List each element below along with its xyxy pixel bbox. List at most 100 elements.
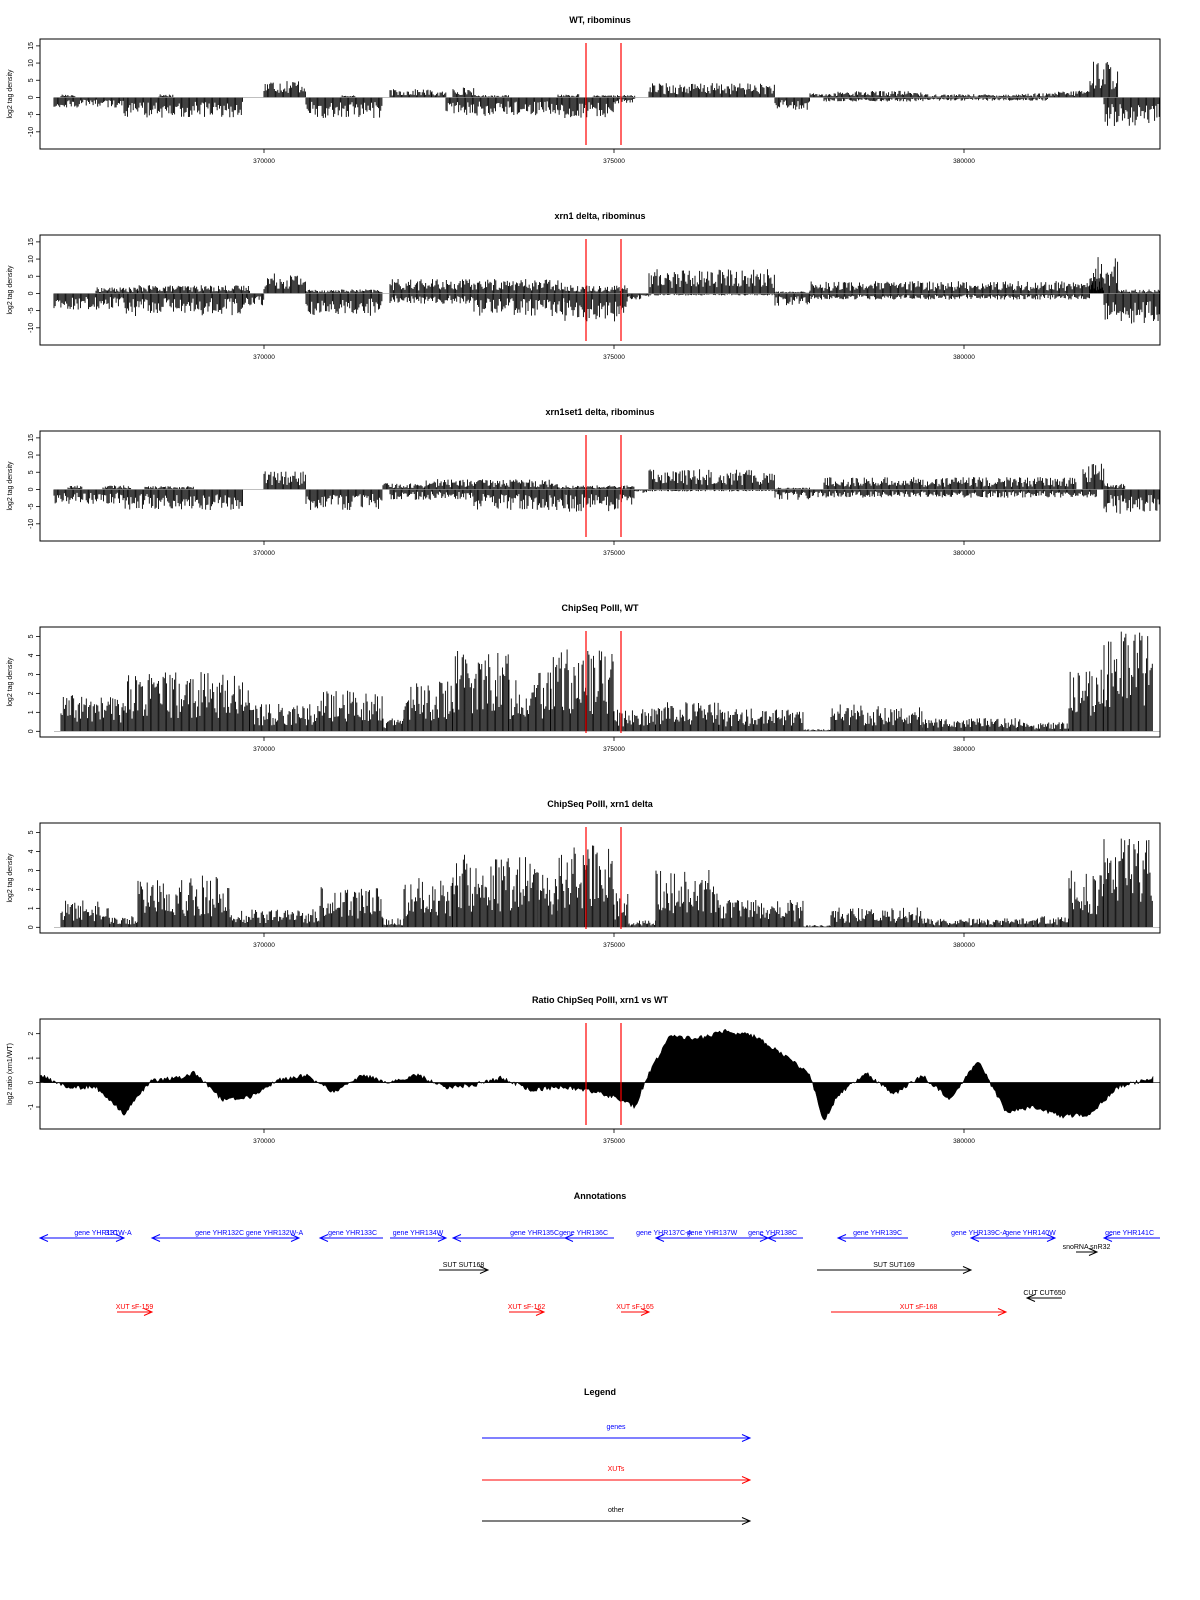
data-bar-segment	[452, 651, 509, 732]
data-bar-segment	[123, 489, 243, 510]
y-axis: -10 -5 0 5 10 15 log2 tag density	[7, 434, 40, 529]
annotation-label: gene YHR132C	[195, 1230, 244, 1237]
data-bar-segment	[452, 87, 475, 98]
data-bar-segment	[823, 477, 1077, 490]
data-bar-segment	[158, 94, 174, 98]
panel-title: xrn1set1 delta, ribominus	[545, 407, 654, 417]
data-bar-segment	[473, 94, 509, 98]
legend-label: XUTs	[608, 1466, 625, 1473]
data-bar-segment	[53, 97, 124, 108]
annotation-gene: gene YHR131W-A	[74, 1230, 132, 1242]
arrow-head	[654, 1234, 665, 1242]
data-bar-segment	[305, 97, 383, 119]
y-tick-label: 10	[28, 59, 35, 67]
data-bar-segment	[1103, 631, 1153, 732]
annotation-gene: gene YHR139C	[836, 1230, 908, 1242]
data-bar-segment	[137, 285, 250, 294]
data-bar-segment	[1117, 289, 1160, 294]
data-bar-segment	[1103, 489, 1160, 514]
data-bar-segment	[550, 649, 614, 732]
panel-title: ChipSeq PolII, xrn1 delta	[547, 799, 654, 809]
y-axis: 0 1 2 3 4 5 log2 tag density	[7, 634, 40, 733]
y-tick-label: -10	[28, 519, 35, 529]
arrow-head	[437, 1234, 448, 1242]
y-axis-label: log2 tag density	[7, 853, 14, 903]
x-tick-label: 370000	[253, 550, 275, 557]
y-tick-label: 0	[28, 729, 35, 733]
arrow-head	[741, 1434, 752, 1442]
y-tick-label: 15	[28, 42, 35, 50]
y-tick-label: 1	[28, 906, 35, 910]
plot-frame	[39, 822, 1161, 934]
data-bar-segment	[830, 907, 923, 928]
y-tick-label: -10	[28, 323, 35, 333]
arrow-head	[115, 1234, 126, 1242]
arrow-head	[451, 1234, 462, 1242]
data-bar-segment	[655, 869, 719, 928]
annotation-label: gene YHR137C-A	[636, 1230, 692, 1237]
data-bar-segment	[648, 269, 775, 294]
y-axis: -1 0 1 2 log2 ratio (xrn1/WT)	[7, 1032, 40, 1110]
annotation-label: gene YHR137W	[687, 1230, 738, 1237]
arrow-head	[969, 1234, 980, 1242]
arrow-head	[640, 1308, 651, 1316]
data-bar-segment	[613, 95, 636, 98]
data-bar-segment	[823, 97, 930, 102]
data-bar-segment	[263, 273, 306, 294]
annotation-other: SUT SUT168	[439, 1262, 490, 1274]
legend-label: other	[608, 1507, 625, 1514]
data-bar-segment	[536, 872, 559, 928]
y-axis-label: log2 tag density	[7, 69, 14, 119]
series-plus	[60, 631, 1153, 732]
data-bar-segment	[802, 925, 832, 928]
x-tick-label: 380000	[953, 550, 975, 557]
annotation-label: gene YHR131W-A	[74, 1230, 132, 1237]
annotation-gene: gene YHR136C	[559, 1230, 614, 1242]
plot-area	[53, 257, 1160, 324]
y-axis-label: log2 tag density	[7, 657, 14, 707]
data-bar-segment	[613, 97, 636, 104]
data-bar-segment	[305, 489, 383, 511]
plot-area	[54, 631, 1160, 732]
data-bar-segment	[123, 672, 250, 732]
data-bar-segment	[564, 293, 628, 322]
data-bar-segment	[1103, 483, 1126, 490]
data-bar-segment	[592, 95, 615, 98]
data-bar-segment	[564, 285, 628, 294]
y-tick-label: 0	[28, 291, 35, 295]
data-bar-segment	[774, 293, 810, 306]
plot-area	[39, 1028, 1160, 1121]
annotation-label: gene YHR136C	[559, 1230, 608, 1237]
data-bar-segment	[921, 718, 1021, 732]
data-bar-segment	[431, 91, 447, 98]
data-bar-segment	[137, 875, 230, 928]
data-bar-segment	[403, 878, 453, 928]
plot-frame	[39, 1018, 1161, 1130]
annotation-gene: gene YHR141C	[1102, 1230, 1160, 1242]
data-bar-segment	[1068, 669, 1104, 732]
data-bar-segment	[53, 489, 124, 504]
annotation-label: gene YHR139C-A	[951, 1230, 1007, 1237]
annotation-label: gene YHR134W	[393, 1230, 444, 1237]
arrow-head	[741, 1517, 752, 1525]
data-bar-segment	[655, 702, 719, 732]
annotation-gene: gene YHR138C	[748, 1230, 803, 1242]
y-tick-label: 1	[28, 710, 35, 714]
data-bar-segment	[340, 95, 356, 98]
y-tick-label: 15	[28, 238, 35, 246]
data-bar-segment	[613, 708, 656, 732]
data-bar-segment	[60, 900, 110, 928]
x-axis: 370000 375000 380000	[253, 737, 975, 753]
annotation-gene: gene YHR134W	[390, 1230, 448, 1242]
data-bar-segment	[263, 81, 306, 98]
data-bar-segment	[648, 469, 775, 490]
series-plus	[95, 257, 1160, 294]
series-minus	[53, 97, 1160, 127]
data-bar-segment	[1089, 61, 1119, 98]
panel-xrn1set1-ribominus: xrn1set1 delta, ribominus -10 -5 0 5 10 15 log2…	[7, 407, 1161, 557]
data-bar-segment	[102, 485, 132, 490]
data-bar-segment	[389, 489, 475, 500]
series-plus	[60, 61, 1119, 98]
arrow-head	[535, 1308, 546, 1316]
data-bar-segment	[1068, 870, 1104, 928]
